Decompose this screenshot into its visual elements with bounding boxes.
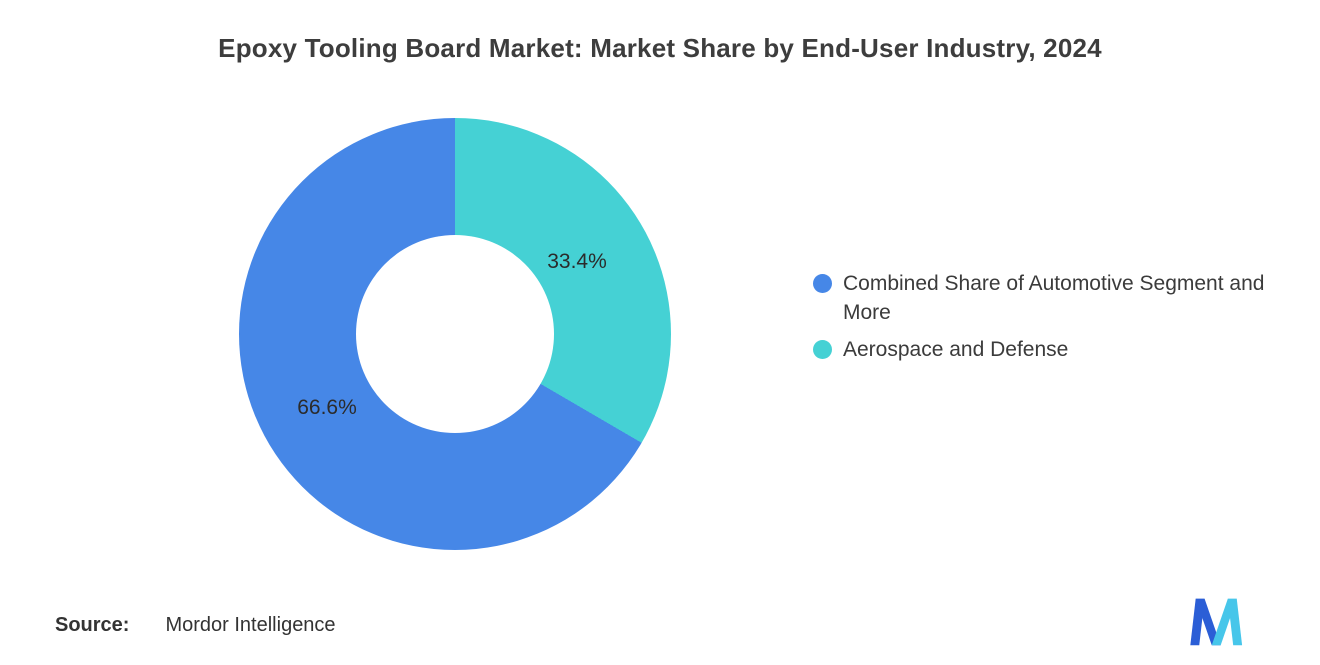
legend: Combined Share of Automotive Segment and… bbox=[813, 269, 1273, 364]
source-label: Source: bbox=[55, 614, 130, 636]
legend-marker bbox=[813, 340, 832, 359]
mordor-logo-icon bbox=[1190, 598, 1243, 646]
legend-label: Aerospace and Defense bbox=[843, 338, 1069, 361]
mordor-intelligence-logo bbox=[1188, 597, 1248, 647]
legend-item-aerospace: Aerospace and Defense bbox=[813, 335, 1273, 364]
donut-chart: 33.4% 66.6% bbox=[239, 118, 671, 550]
legend-item-automotive: Combined Share of Automotive Segment and… bbox=[813, 269, 1273, 327]
donut-hole bbox=[356, 235, 554, 433]
source-name: Mordor Intelligence bbox=[165, 614, 336, 636]
chart-title: Epoxy Tooling Board Market: Market Share… bbox=[218, 33, 1102, 63]
legend-marker bbox=[813, 274, 832, 293]
logo-stroke-2 bbox=[1195, 598, 1221, 646]
slice-label-automotive: 66.6% bbox=[297, 396, 357, 419]
legend-label: Combined Share of Automotive Segment and… bbox=[843, 272, 1265, 324]
logo-stroke-4 bbox=[1227, 598, 1243, 646]
source-line: Source: Mordor Intelligence bbox=[55, 614, 336, 637]
slice-label-aerospace: 33.4% bbox=[547, 250, 607, 273]
